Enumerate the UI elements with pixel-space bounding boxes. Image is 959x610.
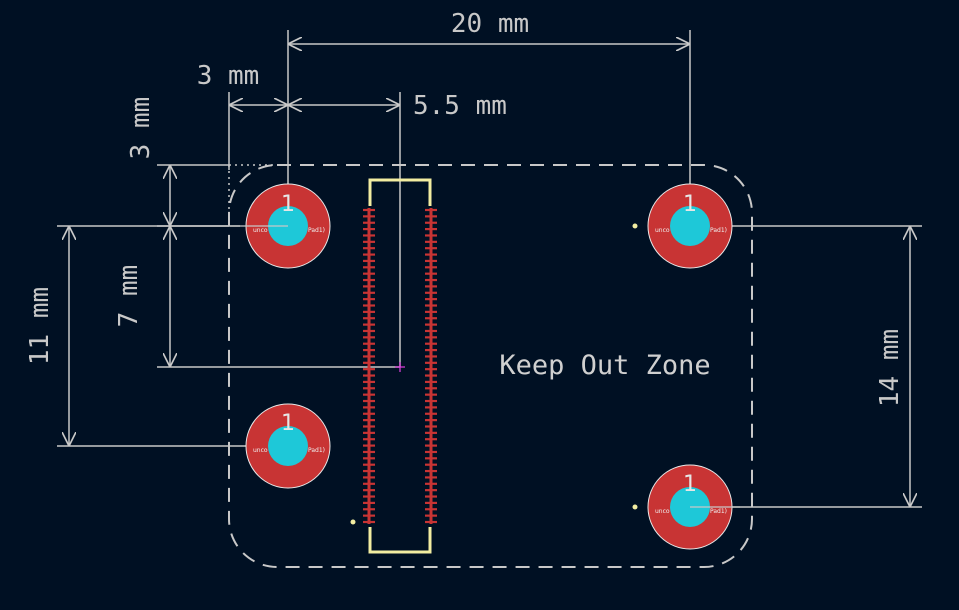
dimension-left-offset-label: 3 mm	[197, 61, 260, 91]
dimension-connector-vertical: 7 mm	[114, 225, 400, 368]
mounting-pad-top-right: 1 unco Pad1)	[632, 183, 733, 269]
dimension-top-vertical: 3 mm	[126, 97, 229, 227]
keep-out-zone-label: Keep Out Zone	[499, 350, 710, 381]
dimension-top-vertical-label: 3 mm	[126, 97, 156, 160]
dimension-connector-offset: 5.5 mm	[288, 91, 507, 367]
pad-number: 1	[281, 411, 295, 436]
mounting-pad-bottom-right: 1 unco Pad1)	[632, 464, 740, 550]
pad-net-right: Pad1)	[710, 227, 727, 234]
pad-net-left: unco	[253, 447, 268, 454]
connector-pin-row-right	[425, 208, 437, 524]
pin1-marker-dot	[632, 504, 638, 510]
dimension-right-spacing-label: 14 mm	[875, 329, 905, 407]
pad-number: 1	[683, 192, 697, 217]
pad-number: 1	[281, 192, 295, 217]
pin1-marker-dot	[632, 223, 638, 229]
connector-pin-row-left	[363, 208, 375, 524]
connector-silkscreen	[350, 178, 432, 554]
mounting-pad-bottom-left: 1 unco Pad1)	[245, 403, 331, 489]
corner-dotted-guide	[228, 164, 276, 212]
keep-out-zone-outline	[228, 164, 753, 568]
dimension-left-spacing-label: 11 mm	[25, 287, 55, 365]
dimension-top-width-label: 20 mm	[451, 9, 529, 39]
pin1-marker-dot	[350, 519, 356, 525]
dimension-top-width: 20 mm	[287, 9, 691, 195]
footprint-anchor-icon	[395, 362, 405, 372]
dimension-connector-offset-label: 5.5 mm	[413, 91, 507, 121]
pad-net-left: unco	[655, 508, 670, 515]
mounting-pad-top-left: 1 unco Pad1)	[230, 183, 331, 269]
dimension-connector-vertical-label: 7 mm	[114, 265, 144, 328]
dimension-left-spacing: 11 mm	[25, 225, 288, 447]
pad-net-left: unco	[655, 227, 670, 234]
pad-net-right: Pad1)	[710, 508, 727, 515]
dimension-left-offset: 3 mm	[197, 61, 288, 170]
pad-net-left: unco	[253, 227, 268, 234]
dimension-right-spacing: 14 mm	[690, 225, 922, 508]
pad-net-right: Pad1)	[308, 447, 325, 454]
pad-net-right: Pad1)	[308, 227, 325, 234]
pad-number: 1	[683, 472, 697, 497]
